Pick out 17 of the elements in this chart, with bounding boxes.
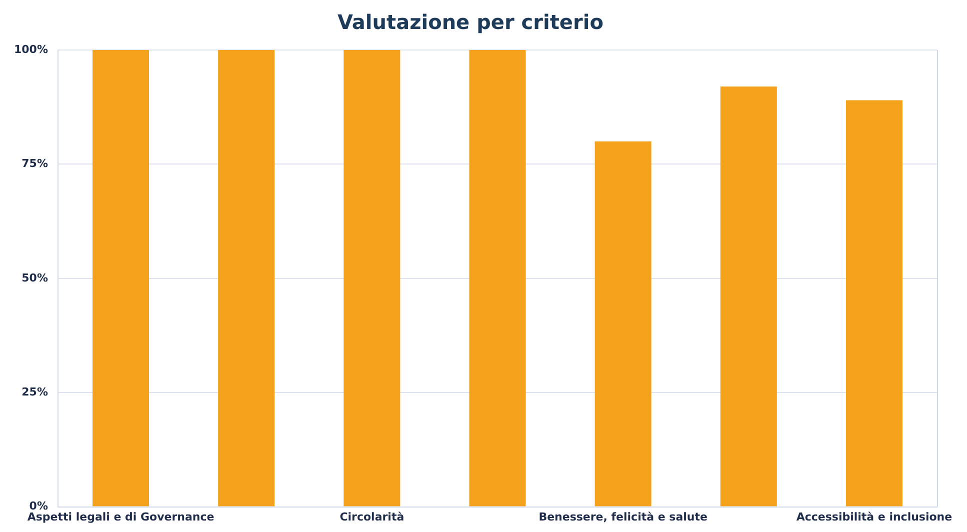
- chart-title: Valutazione per criterio: [338, 10, 604, 34]
- bar: [92, 50, 150, 506]
- y-tick-label: 0%: [29, 500, 48, 513]
- y-tick-label: 100%: [14, 42, 48, 56]
- y-tick-label: 25%: [22, 385, 48, 398]
- x-tick-label: Circolarità: [340, 510, 404, 524]
- y-tick-label: 50%: [22, 271, 48, 284]
- bar: [469, 50, 526, 506]
- bar: [344, 50, 400, 506]
- x-tick-label: Accessibilità e inclusione: [796, 510, 952, 524]
- bar: [218, 50, 275, 506]
- bar: [846, 100, 902, 506]
- x-tick-label: Benessere, felicità e salute: [538, 510, 708, 524]
- bar: [720, 86, 777, 506]
- bar: [594, 141, 652, 506]
- x-tick-label: Aspetti legali e di Governance: [27, 510, 214, 524]
- y-tick-label: 75%: [22, 157, 48, 170]
